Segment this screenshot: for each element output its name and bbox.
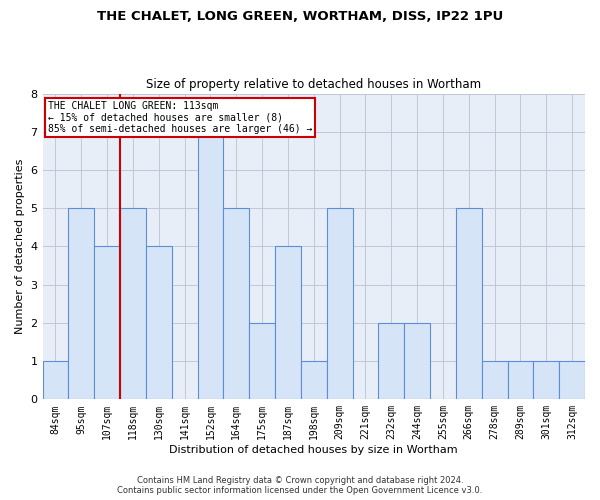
Text: Contains HM Land Registry data © Crown copyright and database right 2024.
Contai: Contains HM Land Registry data © Crown c… (118, 476, 482, 495)
Bar (249, 323, 275, 400)
Bar (120, 208, 146, 400)
Bar (301, 361, 326, 400)
Bar (68, 208, 94, 400)
Bar (146, 246, 172, 400)
Bar (223, 208, 249, 400)
Bar (456, 208, 482, 400)
Bar (197, 132, 223, 400)
X-axis label: Distribution of detached houses by size in Wortham: Distribution of detached houses by size … (169, 445, 458, 455)
Bar (326, 208, 353, 400)
Bar (559, 361, 585, 400)
Bar (482, 361, 508, 400)
Title: Size of property relative to detached houses in Wortham: Size of property relative to detached ho… (146, 78, 481, 91)
Bar (43, 361, 68, 400)
Bar (404, 323, 430, 400)
Text: THE CHALET LONG GREEN: 113sqm
← 15% of detached houses are smaller (8)
85% of se: THE CHALET LONG GREEN: 113sqm ← 15% of d… (48, 101, 313, 134)
Bar (533, 361, 559, 400)
Bar (508, 361, 533, 400)
Bar (379, 323, 404, 400)
Y-axis label: Number of detached properties: Number of detached properties (15, 159, 25, 334)
Bar (275, 246, 301, 400)
Text: THE CHALET, LONG GREEN, WORTHAM, DISS, IP22 1PU: THE CHALET, LONG GREEN, WORTHAM, DISS, I… (97, 10, 503, 23)
Bar (94, 246, 120, 400)
